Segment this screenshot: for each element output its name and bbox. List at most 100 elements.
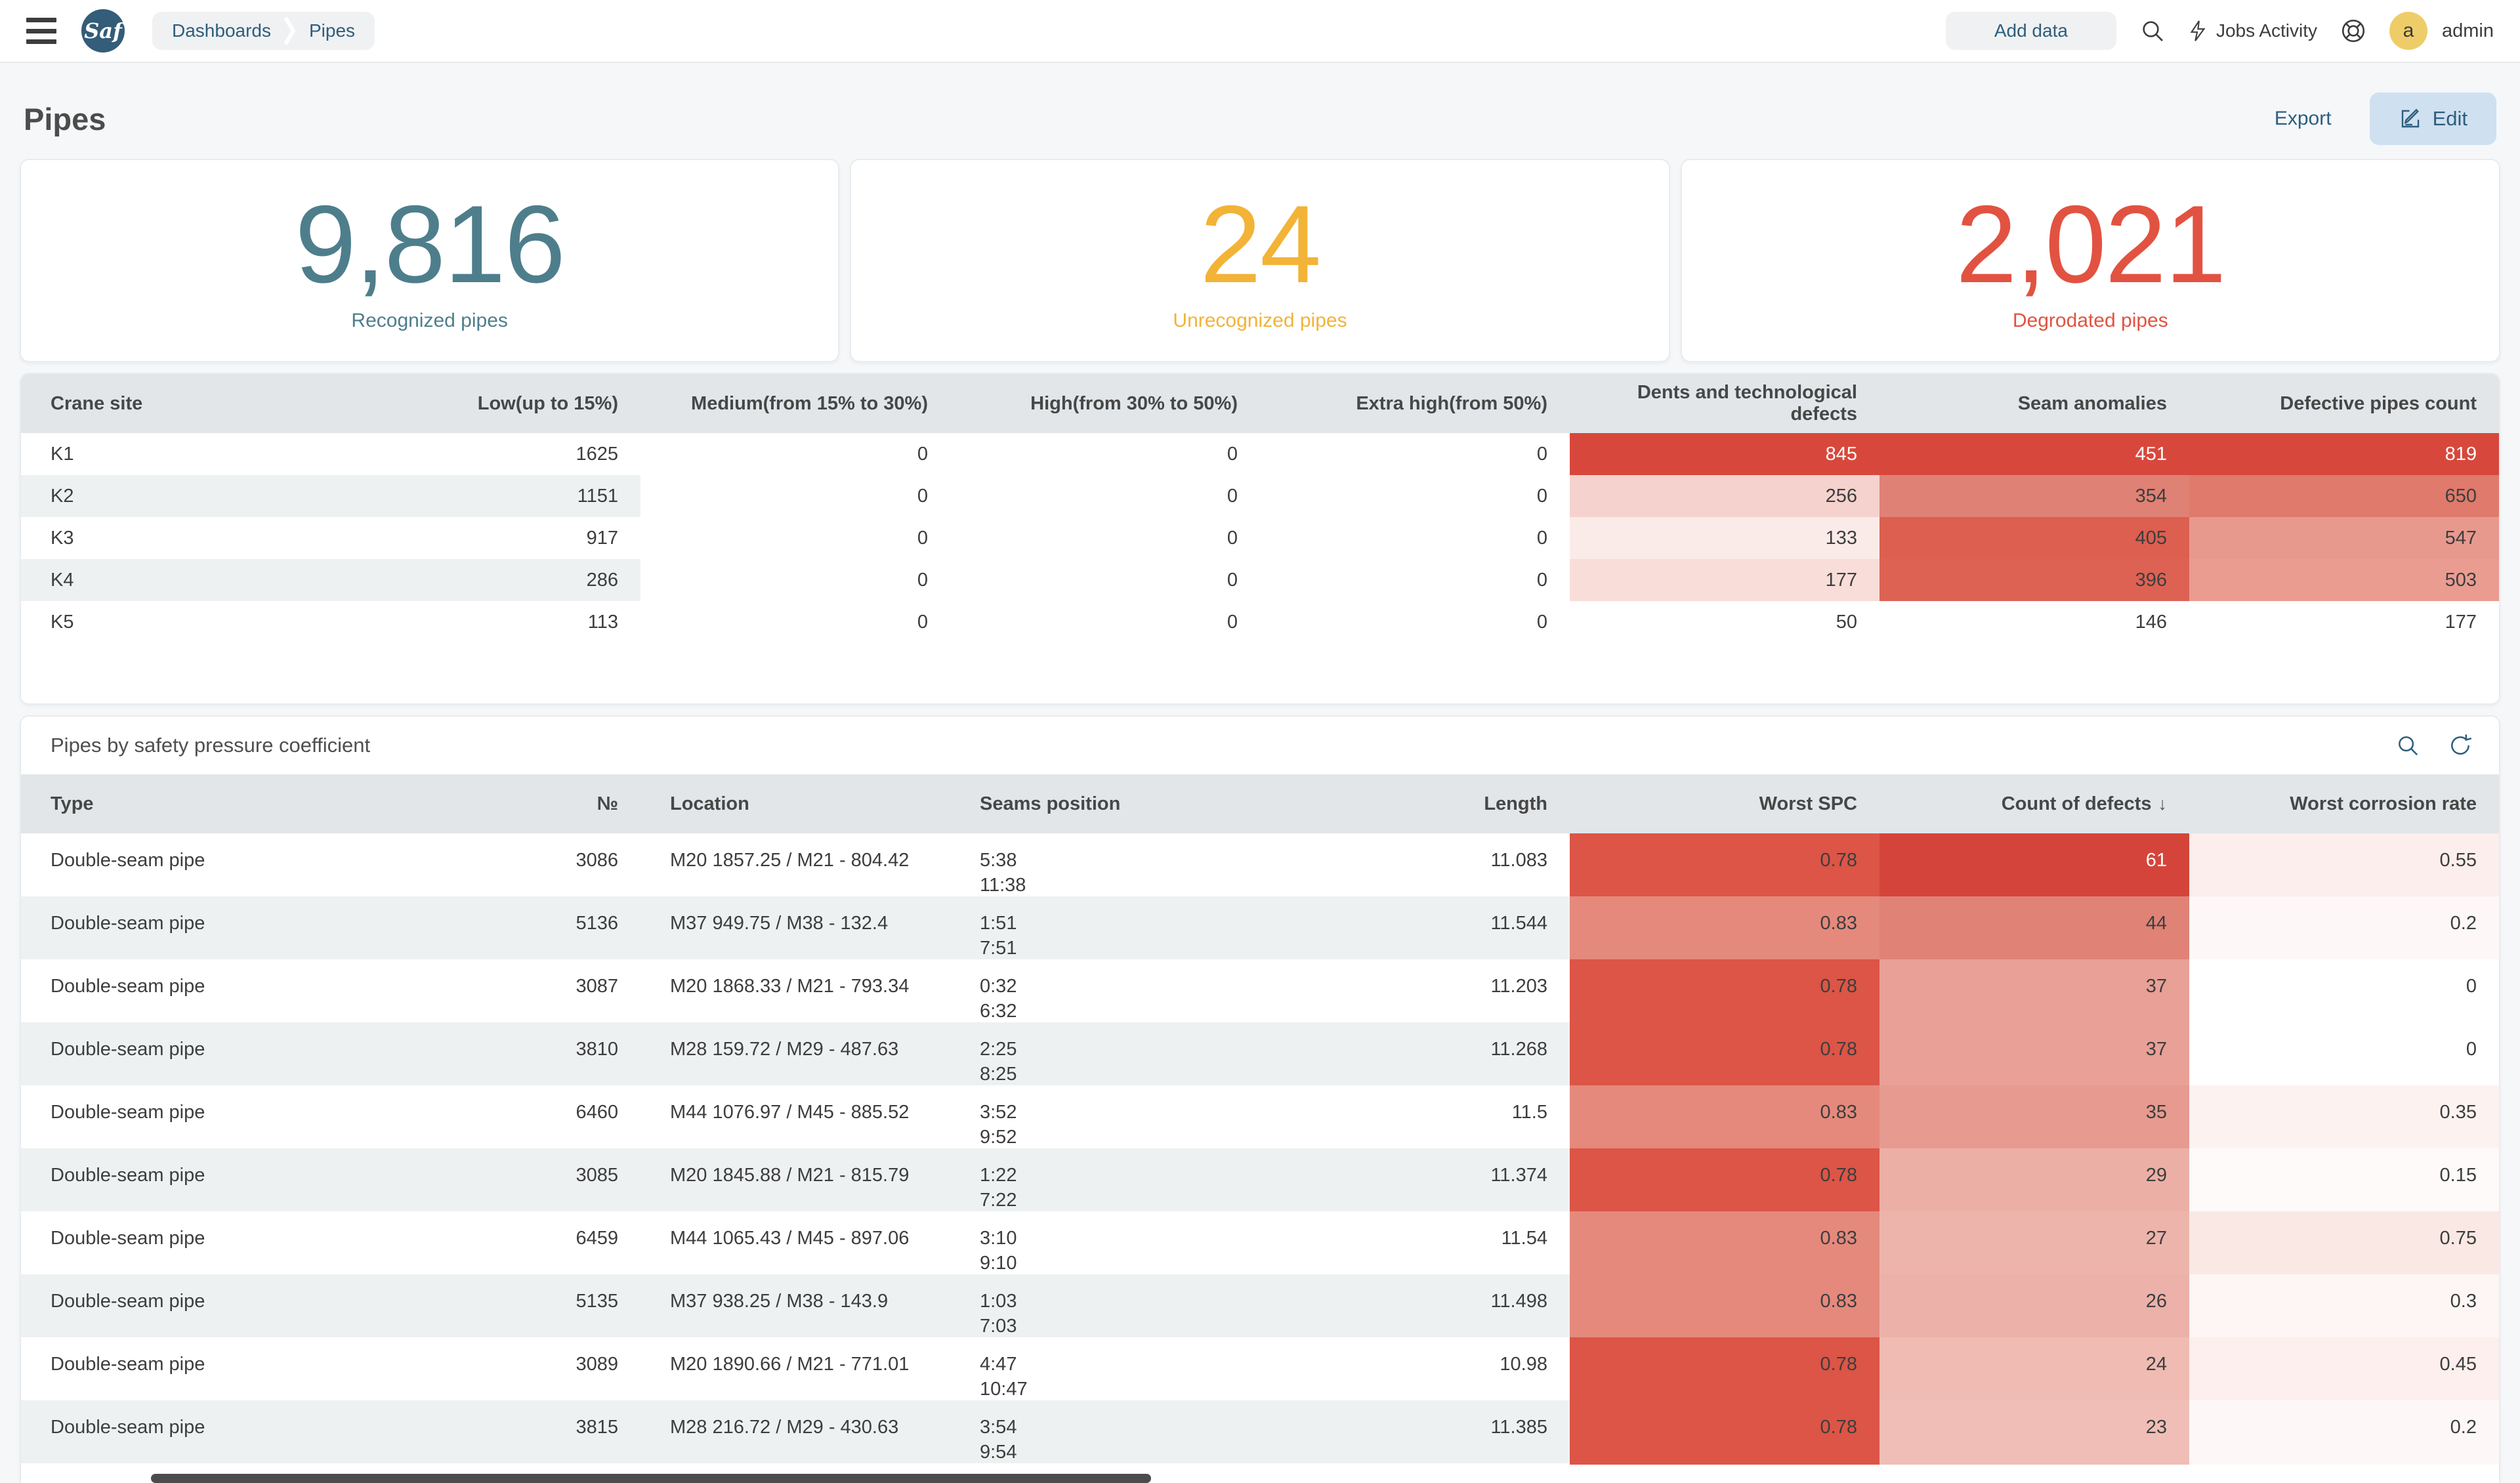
column-header-seams-position[interactable]: Seams position: [980, 793, 1121, 814]
search-icon[interactable]: [2395, 733, 2420, 758]
table-cell: 0.83: [1570, 1274, 1880, 1339]
crane-sites-table: Crane site Low(up to 15%) Medium(from 15% …: [21, 374, 2499, 643]
table-cell: 917: [586, 527, 618, 549]
bolt-icon: [2190, 20, 2206, 41]
add-data-button[interactable]: Add data: [1945, 12, 2116, 50]
dashboard-main: Pipes Export Edit 9,816 Recognized pipes…: [0, 63, 2520, 1483]
table-cell: 11.544: [1490, 913, 1547, 934]
sort-desc-icon: ↓: [2158, 793, 2168, 814]
username[interactable]: admin: [2442, 20, 2494, 41]
column-header-low-up-to-15[interactable]: Low(up to 15%): [477, 392, 618, 414]
table-cell: 146: [1880, 601, 2189, 643]
menu-icon[interactable]: [26, 18, 56, 44]
table-cell: 6459: [576, 1228, 618, 1249]
table-row: Double-seam pipe 3087 M20 1868.33 / M21 - …: [21, 959, 2499, 1024]
table-row: Double-seam pipe 5135 M37 938.25 / M38 - 1…: [21, 1274, 2499, 1339]
column-header-seam-anomalies[interactable]: Seam anomalies: [2017, 392, 2167, 414]
table-cell: 0.15: [2189, 1148, 2499, 1213]
table-cell: 0.2: [2189, 896, 2499, 961]
breadcrumb-pipes[interactable]: Pipes: [308, 20, 356, 41]
kpi-card-degradated: 2,021 Degrodated pipes: [1680, 159, 2500, 362]
table-cell: 0: [640, 475, 950, 517]
jobs-activity[interactable]: Jobs Activity: [2189, 20, 2317, 42]
jobs-activity-label: Jobs Activity: [2216, 20, 2317, 41]
search-icon[interactable]: [2139, 17, 2166, 45]
table-row: K2 1151 0 0 0 256 354 650: [21, 475, 2499, 517]
table-cell: 3085: [576, 1165, 618, 1186]
table-cell: 3087: [576, 976, 618, 997]
column-header-dents-and-technological-defects[interactable]: Dents and technological defects: [1637, 382, 1857, 425]
column-header-defective-pipes-count[interactable]: Defective pipes count: [2280, 392, 2477, 414]
kpi-label: Degrodated pipes: [2012, 310, 2168, 331]
refresh-icon[interactable]: [2448, 733, 2473, 758]
edit-button[interactable]: Edit: [2369, 93, 2496, 145]
table-cell: 0: [1260, 433, 1570, 475]
table-cell: Double-seam pipe: [51, 1102, 205, 1123]
table-cell: 177: [2189, 601, 2499, 643]
table-cell: 1151: [577, 485, 618, 507]
column-header-crane-site[interactable]: Crane site: [51, 392, 143, 414]
table-cell: 0.83: [1570, 896, 1880, 961]
table-cell: 0: [950, 517, 1260, 559]
table-cell: 133: [1570, 517, 1880, 559]
table-cell: 1625: [576, 443, 618, 465]
table-cell: Double-seam pipe: [51, 1165, 205, 1186]
table-cell: 0: [640, 559, 950, 601]
table-cell: 1:22 7:22: [980, 1165, 1017, 1211]
column-header-location[interactable]: Location: [670, 793, 749, 814]
export-button[interactable]: Export: [2274, 108, 2332, 129]
table-cell: M37 938.25 / M38 - 143.9: [670, 1291, 889, 1312]
page-header: Pipes Export Edit: [20, 63, 2500, 155]
table-cell: 0.78: [1570, 1400, 1880, 1465]
kpi-label: Unrecognized pipes: [1173, 310, 1347, 331]
kpi-value: 2,021: [1956, 182, 2226, 306]
table-cell: 35: [1880, 1085, 2189, 1150]
column-header-worst-spc[interactable]: Worst SPC: [1759, 793, 1857, 814]
column-header-[interactable]: №: [597, 793, 618, 814]
table-cell: 11.54: [1501, 1228, 1547, 1249]
edit-icon: [2401, 108, 2419, 128]
breadcrumb: Dashboards Pipes: [152, 12, 375, 50]
app-logo[interactable]: Saf: [81, 9, 125, 52]
table-row: Double-seam pipe 5136 M37 949.75 / M38 - 1…: [21, 896, 2499, 961]
spc-table-card: Pipes by safety pressure coefficient Typ…: [20, 715, 2500, 1483]
table-row: K3 917 0 0 0 133 405 547: [21, 517, 2499, 559]
table-cell: Double-seam pipe: [51, 1354, 205, 1375]
table-cell: 29: [1880, 1148, 2189, 1213]
column-header-length[interactable]: Length: [1484, 793, 1547, 814]
table-cell: 0: [950, 601, 1260, 643]
table-cell: M28 159.72 / M29 - 487.63: [670, 1039, 899, 1060]
kpi-label: Recognized pipes: [351, 310, 508, 331]
table-row: Double-seam pipe 6459 M44 1065.43 / M45 - …: [21, 1211, 2499, 1276]
column-header-count-of-defects[interactable]: Count of defects ↓: [2001, 793, 2168, 814]
horizontal-scrollbar-thumb[interactable]: [151, 1474, 1151, 1483]
table-cell: 405: [1880, 517, 2189, 559]
column-header-medium-from-15-to-30[interactable]: Medium(from 15% to 30%): [691, 392, 928, 414]
table-cell: 37: [1880, 1022, 2189, 1087]
breadcrumb-dashboards[interactable]: Dashboards: [172, 20, 271, 41]
table-cell: 0.78: [1570, 1022, 1880, 1087]
help-icon[interactable]: [2340, 17, 2367, 45]
table-cell: 11.5: [1511, 1102, 1547, 1123]
table-cell: 11.268: [1490, 1039, 1547, 1060]
table-row: Double-seam pipe 6460 M44 1076.97 / M45 - …: [21, 1085, 2499, 1150]
table-cell: 5135: [576, 1291, 618, 1312]
column-header-type[interactable]: Type: [51, 793, 94, 814]
table-cell: K2: [51, 485, 74, 507]
logo-text: Saf: [84, 18, 122, 43]
table-cell: 3:52 9:52: [980, 1102, 1017, 1148]
table-cell: 0: [640, 601, 950, 643]
navbar-right: Add data Jobs Activity a admin: [1945, 12, 2494, 50]
table-cell: 37: [1880, 959, 2189, 1024]
column-header-high-from-30-to-50[interactable]: High(from 30% to 50%): [1030, 392, 1238, 414]
table-cell: 503: [2189, 559, 2499, 601]
column-header-worst-corrosion-rate[interactable]: Worst corrosion rate: [2290, 793, 2477, 814]
table-cell: 0: [1260, 475, 1570, 517]
chevron-right-icon: [283, 14, 297, 48]
table-cell: 650: [2189, 475, 2499, 517]
page-title: Pipes: [24, 101, 106, 136]
spc-table: Type № Location Seams position Length Worst S…: [21, 774, 2499, 1465]
table-cell: 177: [1570, 559, 1880, 601]
avatar[interactable]: a: [2389, 12, 2427, 50]
column-header-extra-high-from-50[interactable]: Extra high(from 50%): [1356, 392, 1547, 414]
